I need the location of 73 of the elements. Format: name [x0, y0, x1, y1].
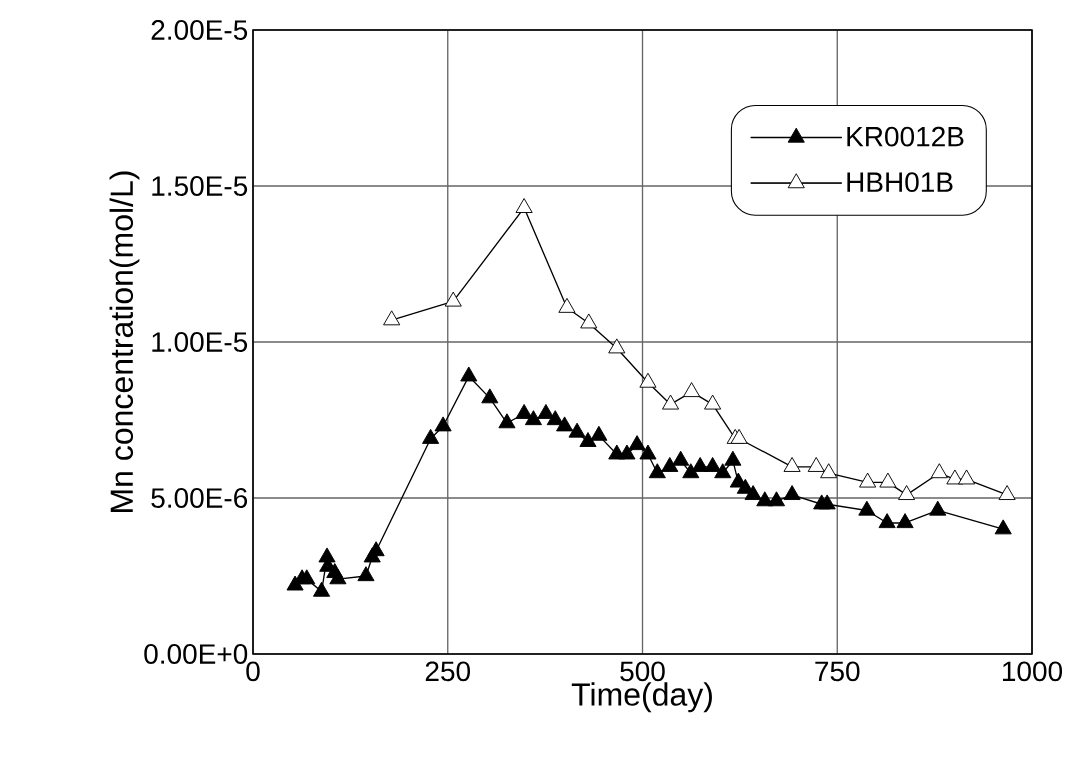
point	[878, 513, 896, 529]
point	[639, 444, 657, 460]
legend-label: KR0012B	[847, 126, 964, 147]
point	[946, 469, 964, 485]
point	[879, 472, 897, 488]
y-tick-label: 1.50E-5	[152, 176, 248, 196]
point	[730, 428, 748, 444]
point	[896, 513, 914, 529]
x-tick-label: 1000	[1003, 661, 1063, 682]
point	[648, 463, 666, 479]
point	[313, 581, 331, 597]
point	[580, 313, 598, 329]
point	[498, 413, 516, 429]
point	[858, 500, 876, 516]
point	[714, 463, 732, 479]
point	[639, 372, 657, 388]
point	[783, 485, 801, 501]
point	[744, 485, 762, 501]
point	[724, 450, 742, 466]
x-axis-title: Time(day)	[571, 682, 712, 713]
x-tick-label: 0	[246, 661, 260, 682]
point	[929, 500, 947, 516]
point	[444, 291, 462, 307]
point	[568, 422, 586, 438]
point	[537, 403, 555, 419]
point	[807, 457, 825, 472]
point	[661, 457, 679, 472]
point	[608, 338, 626, 354]
legend-label: HBH01B	[847, 172, 953, 193]
point	[783, 457, 801, 472]
x-tick-label: 500	[620, 661, 665, 682]
point	[422, 428, 440, 444]
point	[672, 450, 690, 466]
point	[930, 463, 948, 479]
point	[683, 382, 701, 398]
point	[556, 416, 574, 432]
point	[590, 425, 608, 441]
y-tick-label: 1.00E-5	[152, 332, 248, 352]
point	[357, 566, 375, 582]
point	[618, 444, 636, 460]
point	[994, 519, 1012, 535]
point	[367, 541, 385, 557]
x-tick-label: 750	[815, 661, 860, 682]
point	[460, 366, 478, 382]
y-tick-label: 2.00E-5	[151, 20, 248, 40]
point	[704, 457, 722, 472]
point	[329, 569, 347, 585]
point	[898, 485, 916, 501]
point	[662, 394, 680, 410]
x-tick-label: 250	[425, 661, 470, 682]
point	[515, 403, 533, 419]
point	[958, 469, 976, 485]
y-tick-label: 5.00E-6	[151, 488, 248, 508]
y-axis-title: Mn concentration(mol/L)	[109, 171, 140, 512]
point	[579, 432, 597, 447]
point	[818, 494, 836, 510]
point	[524, 410, 542, 426]
point	[481, 388, 499, 404]
point	[998, 485, 1016, 501]
point	[383, 310, 401, 326]
point	[515, 198, 533, 213]
point	[434, 416, 452, 432]
point	[298, 569, 316, 585]
point	[628, 435, 646, 451]
point	[546, 410, 564, 426]
point	[682, 463, 700, 479]
y-tick-label: 0.00E+0	[144, 644, 248, 664]
point	[691, 457, 709, 472]
point	[558, 297, 576, 313]
point	[704, 394, 722, 410]
point	[859, 472, 877, 488]
point	[767, 491, 786, 507]
point	[820, 463, 838, 479]
